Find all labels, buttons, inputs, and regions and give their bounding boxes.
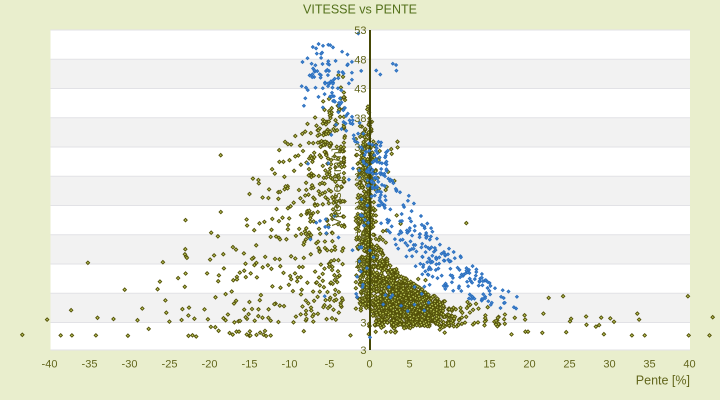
svg-text:-25: -25 bbox=[162, 359, 178, 371]
svg-text:35: 35 bbox=[643, 359, 655, 371]
svg-text:23: 23 bbox=[354, 201, 366, 213]
svg-text:-30: -30 bbox=[122, 359, 138, 371]
svg-text:48: 48 bbox=[354, 55, 366, 67]
svg-text:3: 3 bbox=[360, 345, 366, 357]
svg-text:38: 38 bbox=[354, 113, 366, 125]
svg-text:5: 5 bbox=[406, 359, 412, 371]
svg-text:43: 43 bbox=[354, 84, 366, 96]
svg-text:30: 30 bbox=[603, 359, 615, 371]
svg-text:53: 53 bbox=[354, 25, 366, 37]
svg-text:25: 25 bbox=[563, 359, 575, 371]
svg-text:15: 15 bbox=[483, 359, 495, 371]
svg-text:Pente [%]: Pente [%] bbox=[636, 374, 690, 388]
svg-text:33: 33 bbox=[354, 142, 366, 154]
svg-text:18: 18 bbox=[354, 230, 366, 242]
svg-text:VITESSE vs PENTE: VITESSE vs PENTE bbox=[303, 3, 417, 17]
svg-text:-5: -5 bbox=[325, 359, 335, 371]
svg-text:-15: -15 bbox=[242, 359, 258, 371]
svg-text:-10: -10 bbox=[282, 359, 298, 371]
svg-text:20: 20 bbox=[523, 359, 535, 371]
svg-text:10: 10 bbox=[443, 359, 455, 371]
svg-text:3: 3 bbox=[360, 318, 366, 330]
svg-text:0: 0 bbox=[366, 359, 372, 371]
svg-text:-20: -20 bbox=[202, 359, 218, 371]
svg-text:-40: -40 bbox=[42, 359, 58, 371]
svg-text:13: 13 bbox=[354, 259, 366, 271]
svg-text:40: 40 bbox=[683, 359, 695, 371]
svg-text:Vitesse [km/h]: Vitesse [km/h] bbox=[330, 148, 344, 226]
svg-text:-35: -35 bbox=[82, 359, 98, 371]
svg-text:8: 8 bbox=[360, 288, 366, 300]
svg-text:28: 28 bbox=[354, 171, 366, 183]
